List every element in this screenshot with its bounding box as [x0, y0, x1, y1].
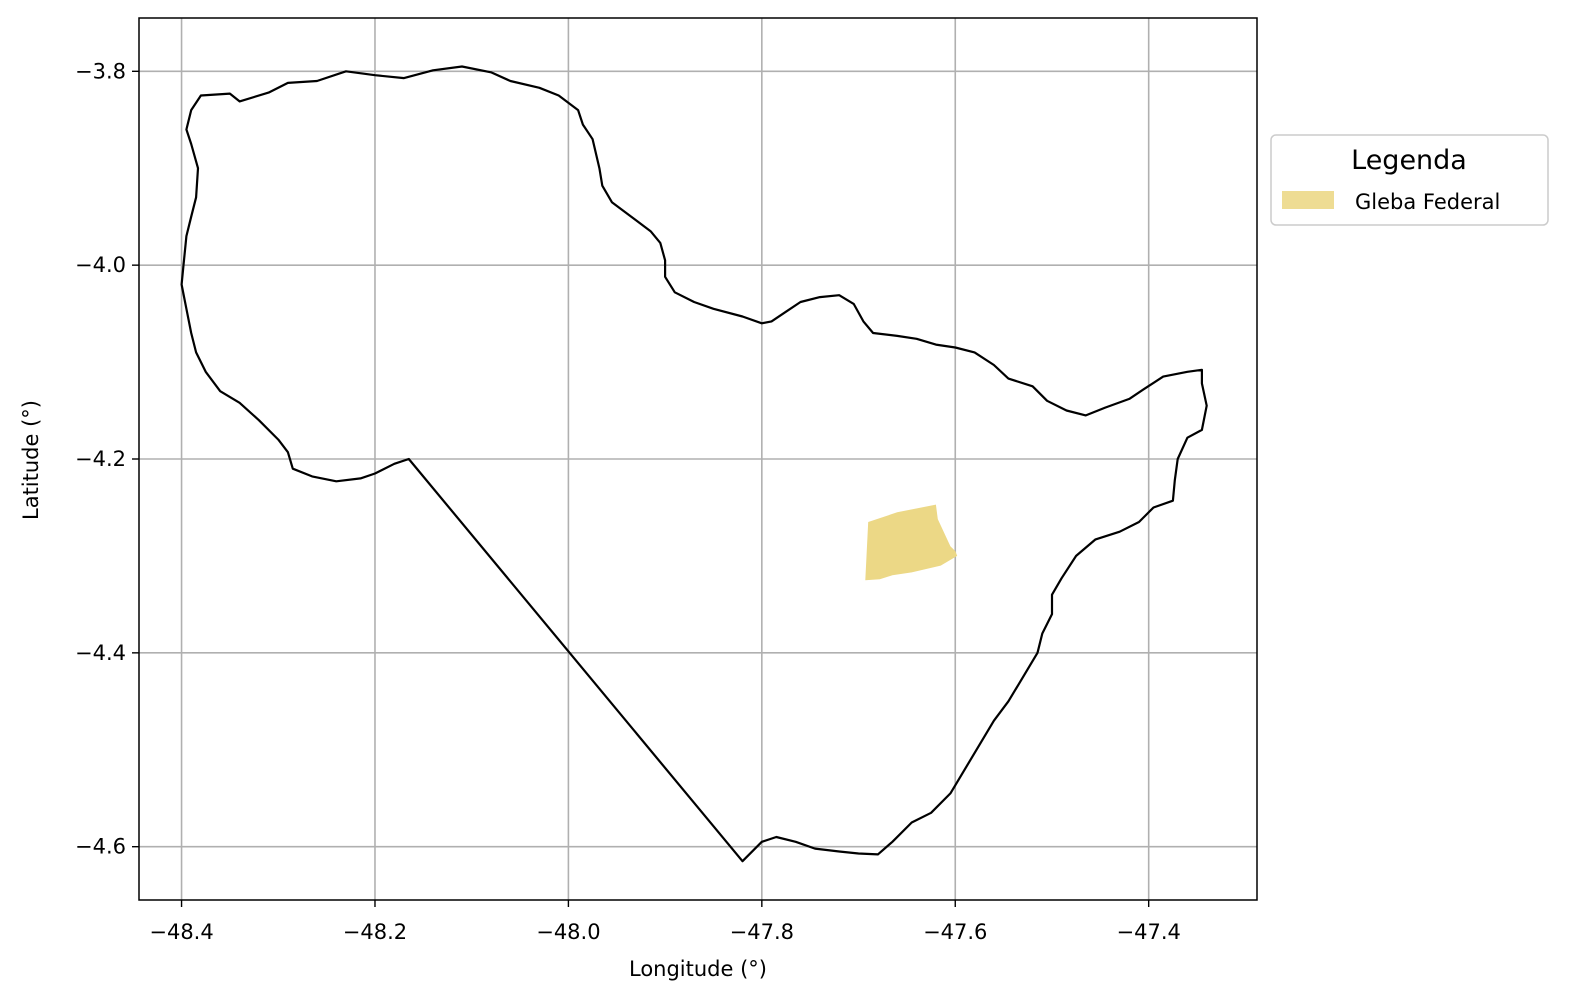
x-tick-label: −48.4 — [149, 920, 213, 944]
gleba-federal-area — [865, 504, 958, 581]
y-axis-label: Latitude (°) — [19, 400, 43, 520]
x-tick-label: −47.4 — [1117, 920, 1181, 944]
legend-title: Legenda — [1351, 145, 1467, 176]
legend-swatch-gleba-federal — [1282, 191, 1334, 209]
x-tick-label: −48.0 — [536, 920, 600, 944]
y-tick-label: −4.4 — [75, 641, 126, 665]
y-tick-label: −4.6 — [75, 835, 126, 859]
region-boundary — [180, 65, 1208, 863]
legend-frame — [1270, 134, 1549, 226]
x-axis-label: Longitude (°) — [629, 957, 767, 981]
x-tick-label: −47.6 — [923, 920, 987, 944]
map-features — [180, 65, 1208, 863]
legend-item-gleba-federal: Gleba Federal — [1355, 190, 1500, 214]
y-tick-label: −3.8 — [75, 59, 126, 83]
x-tick-label: −48.2 — [343, 920, 407, 944]
x-tick-label: −47.8 — [730, 920, 794, 944]
axis-ticks: −48.4 −48.2 −48.0 −47.8 −47.6 −47.4 −3.8 −4.0 −4… — [75, 59, 1181, 944]
y-tick-label: −4.0 — [75, 253, 126, 277]
legend: Legenda Gleba Federal — [1270, 134, 1549, 226]
y-tick-label: −4.2 — [75, 447, 126, 471]
grid-lines — [139, 18, 1257, 900]
